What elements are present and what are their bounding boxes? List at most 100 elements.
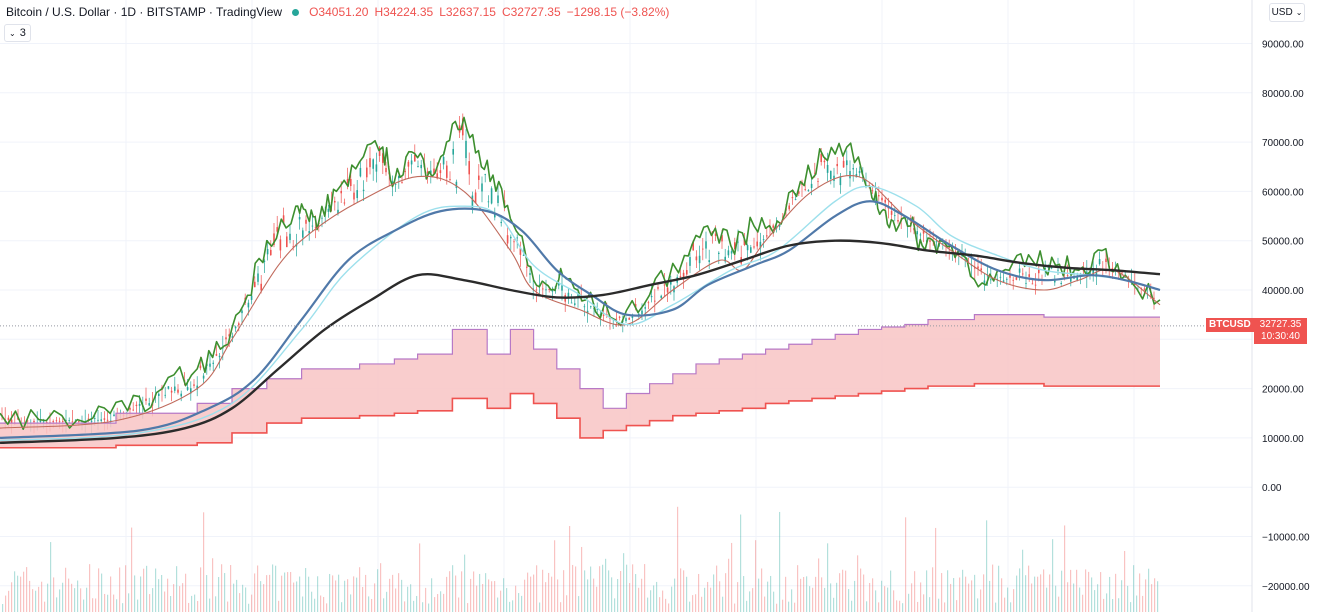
volume-bar bbox=[1154, 578, 1156, 612]
volume-bar bbox=[704, 587, 706, 612]
volume-bar bbox=[1097, 584, 1099, 612]
candle-body bbox=[974, 267, 976, 269]
candle-body bbox=[638, 313, 640, 315]
candle-body bbox=[935, 241, 938, 243]
candle-body bbox=[618, 316, 621, 318]
candle-body bbox=[535, 289, 538, 291]
candle-body bbox=[647, 302, 650, 304]
volume-bar bbox=[554, 540, 556, 612]
volume-bar bbox=[1055, 585, 1057, 612]
volume-bar bbox=[722, 596, 724, 612]
candle-body bbox=[372, 159, 374, 169]
volume-bar bbox=[14, 571, 16, 612]
volume-bar bbox=[665, 598, 667, 612]
volume-bar bbox=[959, 577, 961, 612]
volume-bar bbox=[557, 579, 559, 612]
volume-bar bbox=[413, 600, 415, 612]
candle-body bbox=[746, 245, 749, 251]
candle-body bbox=[778, 224, 781, 227]
candle-body bbox=[871, 190, 874, 192]
volume-bar bbox=[677, 506, 679, 612]
volume-bar bbox=[584, 570, 586, 612]
candle-body bbox=[1076, 277, 1078, 281]
candle-body bbox=[583, 306, 586, 308]
volume-bar bbox=[848, 589, 850, 612]
volume-bar bbox=[506, 588, 508, 612]
volume-bar bbox=[275, 565, 277, 612]
candle-body bbox=[1002, 280, 1005, 282]
candle-body bbox=[529, 273, 531, 275]
volume-bar bbox=[437, 594, 439, 612]
candle-body bbox=[417, 166, 419, 168]
volume-bar bbox=[614, 598, 616, 612]
candle-body bbox=[849, 171, 851, 179]
cloud-bottom-line bbox=[0, 382, 1160, 449]
candle-body bbox=[286, 236, 288, 248]
volume-bar bbox=[656, 581, 658, 612]
candle-body bbox=[359, 167, 362, 177]
volume-bar bbox=[545, 582, 547, 612]
candle-body bbox=[308, 231, 310, 234]
y-tick-label: 0.00 bbox=[1262, 483, 1282, 494]
y-tick-label: −10000.00 bbox=[1262, 533, 1310, 544]
volume-bar bbox=[659, 597, 661, 612]
y-tick-label: −20000.00 bbox=[1262, 582, 1310, 593]
candle-body bbox=[817, 181, 819, 183]
candle-body bbox=[772, 225, 774, 228]
candle-body bbox=[1006, 278, 1008, 280]
volume-bar bbox=[311, 591, 313, 612]
candle-body bbox=[446, 165, 448, 178]
candle-body bbox=[62, 421, 64, 422]
candle-body bbox=[609, 318, 611, 319]
candle-body bbox=[170, 390, 173, 393]
candle-body bbox=[78, 421, 80, 422]
candle-body bbox=[743, 238, 746, 246]
volume-bar bbox=[590, 566, 592, 612]
volume-bar bbox=[383, 598, 385, 612]
volume-bar bbox=[446, 576, 448, 612]
volume-bar bbox=[134, 575, 136, 612]
volume-bar bbox=[527, 572, 529, 612]
candle-body bbox=[279, 239, 282, 251]
volume-bar bbox=[992, 564, 994, 612]
candle-body bbox=[465, 140, 467, 159]
ohlc-change: −1298.15 (−3.82%) bbox=[566, 5, 670, 19]
volume-bar bbox=[26, 567, 28, 612]
volume-bar bbox=[476, 585, 478, 612]
candle-body bbox=[356, 190, 358, 199]
volume-bar bbox=[548, 572, 550, 612]
volume-bar bbox=[1016, 575, 1018, 612]
volume-bar bbox=[326, 603, 328, 612]
volume-bar bbox=[239, 593, 241, 612]
volume-bar bbox=[830, 583, 832, 612]
indicators-collapse-button[interactable]: ⌄ 3 bbox=[4, 24, 31, 42]
volume-bar bbox=[878, 602, 880, 612]
price-axis[interactable]: 90000.00 80000.00 70000.00 60000.00 50000.00… bbox=[1251, 0, 1310, 612]
volume-bar bbox=[683, 570, 685, 612]
candle-body bbox=[394, 184, 397, 186]
candle-body bbox=[138, 403, 141, 406]
candle-body bbox=[519, 248, 522, 255]
volume-bar bbox=[815, 576, 817, 612]
volume-bar bbox=[965, 576, 967, 612]
volume-bar bbox=[359, 567, 361, 612]
currency-selector[interactable]: USD ⌄ bbox=[1269, 3, 1305, 22]
volume-bar bbox=[1019, 568, 1021, 612]
volume-bar bbox=[755, 540, 757, 612]
candle-body bbox=[254, 281, 256, 288]
volume-bar bbox=[266, 575, 268, 612]
candle-body bbox=[350, 178, 352, 187]
volume-bar bbox=[1013, 589, 1015, 612]
volume-bar bbox=[242, 584, 244, 612]
volume-bar bbox=[335, 580, 337, 612]
volume-bar bbox=[107, 594, 109, 612]
symbol-title[interactable]: Bitcoin / U.S. Dollar · 1D · BITSTAMP · … bbox=[6, 5, 283, 19]
candle-body bbox=[391, 181, 394, 185]
candle-body bbox=[791, 197, 794, 199]
volume-bar bbox=[113, 594, 115, 612]
volume-bar bbox=[332, 575, 334, 612]
volume-bar bbox=[905, 517, 907, 612]
volume-bar bbox=[50, 542, 52, 612]
volume-bar bbox=[926, 570, 928, 612]
